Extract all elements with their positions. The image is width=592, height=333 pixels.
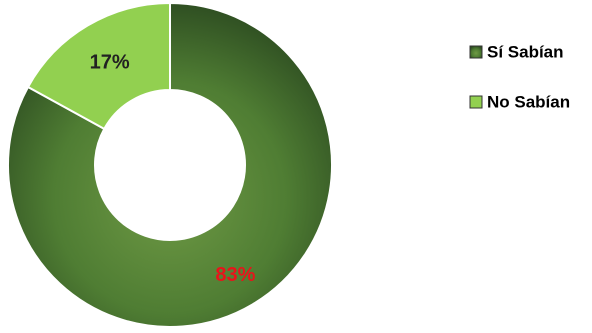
data-label: 17%: [90, 51, 130, 73]
legend-label: No Sabían: [487, 92, 570, 111]
donut-segment: [7, 1, 333, 328]
legend-label: Sí Sabían: [487, 42, 564, 61]
data-label: 83%: [215, 264, 255, 286]
legend-swatch: [469, 95, 483, 109]
legend-swatch: [469, 45, 483, 59]
donut-segment: [26, 1, 171, 131]
